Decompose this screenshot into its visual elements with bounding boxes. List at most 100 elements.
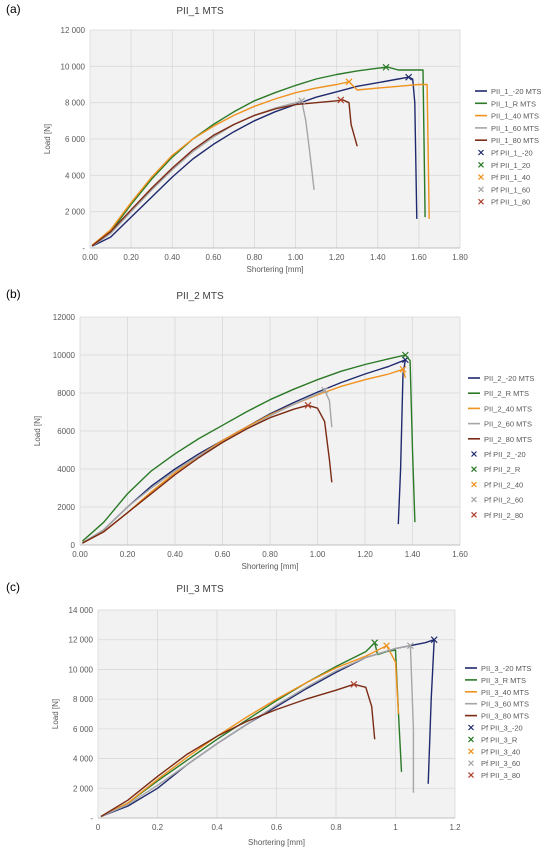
y-axis-label: Load [N] [43, 124, 52, 154]
failure-point-marker [401, 351, 409, 359]
failure-marker-stroke [478, 198, 484, 205]
y-tick-label: - [82, 244, 85, 253]
failure-marker-stroke [383, 642, 390, 650]
failure-point-marker [337, 96, 345, 104]
failure-marker-stroke [471, 466, 477, 473]
legend-label: Pf PII_2_60 [484, 496, 523, 505]
legend-label: PII_1_-20 MTS [491, 87, 541, 96]
legend-marker-swatch [468, 760, 474, 767]
legend-label: PII_3_R MTS [481, 676, 526, 685]
failure-marker-stroke [471, 451, 477, 457]
failure-marker-stroke [478, 161, 484, 168]
failure-marker-stroke [471, 496, 477, 503]
panel-label: (a) [6, 2, 21, 16]
x-tick-label: 0.80 [262, 550, 278, 559]
failure-point-marker [350, 680, 358, 688]
y-tick-label: 10 000 [61, 62, 86, 71]
series-line [100, 645, 415, 818]
chart-svg: 0 2000 4000 6000 8000 10000 12000 0.00 0.20 0.40 0… [33, 313, 534, 571]
y-tick-label: 2 000 [73, 784, 94, 793]
legend-label: PII_2_-20 MTS [484, 374, 534, 383]
chart-svg: - 2 000 4 000 6 000 8 000 10 000 12 000 14 000 0… [51, 606, 531, 847]
failure-marker-stroke [399, 365, 407, 373]
y-tick-label: 10000 [53, 351, 76, 360]
legend-label: Pf PII_3_40 [481, 747, 520, 756]
series-line [82, 368, 407, 544]
chart-title: PII_1 MTS [176, 6, 224, 17]
y-tick-label: 6000 [57, 427, 75, 436]
x-tick-label: 0.60 [215, 550, 231, 559]
y-tick-label: 4 000 [65, 171, 86, 180]
x-axis-label: Shortering [mm] [242, 562, 299, 571]
chart-panel-c: (c) PII_3 MTS - 2 000 4 000 6 000 8 000 10 00… [0, 578, 550, 850]
x-tick-label: 0.2 [152, 823, 164, 832]
legend-marker-swatch [471, 496, 477, 503]
legend-label: PII_2_80 MTS [484, 435, 532, 444]
x-tick-label: 0.4 [211, 823, 223, 832]
legend-marker-swatch [471, 451, 477, 457]
series-line [91, 99, 358, 247]
x-tick-label: 1 [393, 823, 398, 832]
y-tick-label: 14 000 [69, 606, 94, 615]
y-tick-label: 6 000 [65, 135, 86, 144]
failure-marker-stroke [382, 63, 390, 71]
y-tick-label: 12 000 [61, 26, 86, 35]
y-tick-label: 4 000 [73, 755, 94, 764]
legend-label: PII_2_60 MTS [484, 420, 532, 429]
x-tick-label: 1.40 [370, 253, 386, 262]
legend-label: Pf PII_1_60 [491, 185, 530, 194]
series-line [91, 81, 430, 246]
y-tick-label: 8 000 [73, 695, 94, 704]
x-axis-label: Shortering [mm] [247, 265, 304, 274]
x-tick-label: 1.40 [405, 550, 421, 559]
panel-label: (b) [6, 287, 21, 301]
x-tick-label: 0.00 [72, 550, 88, 559]
chart-title: PII_3 MTS [176, 584, 224, 595]
legend-marker-swatch [471, 466, 477, 473]
y-tick-label: 12000 [53, 313, 76, 322]
series-line [100, 683, 376, 818]
legend-label: PII_1_80 MTS [491, 136, 539, 145]
failure-marker-stroke [337, 96, 345, 104]
legend-label: PII_3_40 MTS [481, 688, 529, 697]
legend-marker-swatch [478, 198, 484, 205]
legend-label: Pf PII_3_R [481, 735, 518, 744]
failure-marker-stroke [478, 174, 484, 181]
x-tick-label: 0.8 [330, 823, 342, 832]
legend-label: PII_3_60 MTS [481, 700, 529, 709]
x-tick-label: 1.60 [411, 253, 427, 262]
legend-label: PII_2_R MTS [484, 389, 529, 398]
y-tick-label: 8 000 [65, 99, 86, 108]
failure-marker-stroke [350, 680, 358, 688]
x-tick-label: 1.20 [329, 253, 345, 262]
failure-marker-stroke [406, 642, 414, 650]
x-tick-label: 0 [96, 823, 101, 832]
y-axis-label: Load [N] [33, 416, 42, 446]
legend-label: Pf PII_1_40 [491, 173, 530, 182]
x-tick-label: 1.80 [452, 253, 468, 262]
legend-label: Pf PII_2_R [484, 465, 521, 474]
chart-svg: - 2 000 4 000 6 000 8 000 10 000 12 000 0.00 0.2… [43, 26, 541, 274]
y-tick-label: 6 000 [73, 725, 94, 734]
y-tick-label: 4000 [57, 465, 75, 474]
legend-marker-swatch [478, 161, 484, 168]
failure-marker-stroke [468, 760, 474, 767]
legend-label: PII_1_40 MTS [491, 112, 539, 121]
panel-label: (c) [6, 580, 20, 594]
y-tick-label: 2 000 [65, 208, 86, 217]
failure-point-marker [399, 365, 407, 373]
failure-point-marker [298, 97, 306, 105]
x-tick-label: 1.00 [288, 253, 304, 262]
x-tick-label: 0.6 [271, 823, 283, 832]
failure-marker-stroke [471, 481, 477, 488]
legend-label: PII_1_60 MTS [491, 124, 539, 133]
series-line [91, 66, 426, 247]
series-line [82, 404, 333, 544]
legend-marker-swatch [468, 772, 474, 779]
failure-marker-stroke [468, 772, 474, 779]
series-line [91, 76, 418, 247]
failure-marker-stroke [405, 73, 413, 81]
legend-label: Pf PII_1_-20 [491, 149, 533, 158]
x-tick-label: 0.40 [167, 550, 183, 559]
legend-marker-swatch [471, 481, 477, 488]
